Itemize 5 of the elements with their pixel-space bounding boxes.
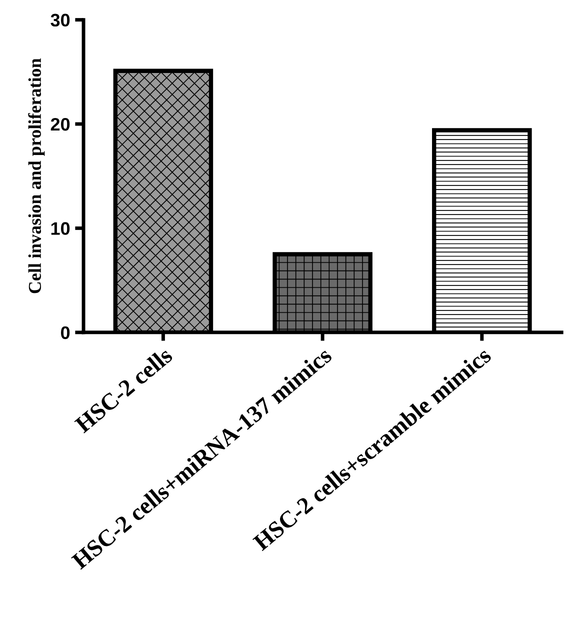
y-tick-label: 0	[61, 326, 70, 340]
y-tick-label: 20	[50, 118, 70, 131]
y-tick-label: 10	[51, 222, 70, 235]
y-axis-title: Cell invasion and proliferation	[28, 58, 45, 294]
y-tick-label: 30	[50, 14, 70, 27]
